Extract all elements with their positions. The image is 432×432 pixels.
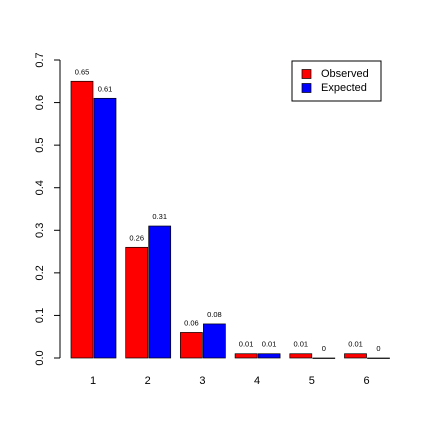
x-tick-label: 2 (145, 375, 151, 387)
y-tick-label: 0.2 (34, 265, 46, 280)
value-label: 0.31 (152, 212, 167, 221)
bar (125, 246, 149, 359)
bar (344, 353, 367, 359)
value-label: 0.01 (348, 340, 363, 349)
bar (203, 323, 226, 359)
value-label: 0.61 (98, 84, 113, 93)
bar (257, 353, 281, 359)
legend-swatch (301, 69, 312, 79)
bar (289, 353, 313, 359)
value-label: 0.65 (75, 67, 90, 76)
legend-box (291, 60, 382, 102)
bar (148, 225, 172, 359)
bar (180, 332, 203, 359)
y-tick-label: 0.6 (34, 95, 46, 110)
x-tick-label: 5 (309, 375, 315, 387)
value-label: 0.01 (262, 340, 277, 349)
value-label: 0.06 (184, 318, 199, 327)
y-tick-label: 0.0 (34, 350, 46, 365)
value-label: 0.01 (239, 340, 254, 349)
y-tick-label: 0.7 (34, 52, 46, 67)
x-tick-label: 3 (199, 375, 205, 387)
y-tick-label: 0.4 (34, 180, 46, 195)
y-tick-label: 0.1 (34, 308, 46, 323)
x-tick-label: 4 (254, 375, 260, 387)
legend-swatch (301, 83, 312, 93)
y-tick-label: 0.5 (34, 137, 46, 152)
value-label: 0.08 (207, 310, 222, 319)
value-label: 0 (322, 344, 326, 353)
legend-label: Observed (321, 68, 369, 80)
bar (93, 97, 117, 359)
value-label: 0 (376, 344, 380, 353)
bar (234, 353, 258, 359)
value-label: 0.01 (293, 340, 308, 349)
x-tick-label: 6 (363, 375, 369, 387)
x-tick-label: 1 (90, 375, 96, 387)
bar (70, 80, 94, 359)
bar (312, 357, 336, 359)
y-tick-label: 0.3 (34, 223, 46, 238)
legend-label: Expected (321, 82, 367, 94)
value-label: 0.26 (129, 233, 144, 242)
bar (367, 357, 390, 359)
